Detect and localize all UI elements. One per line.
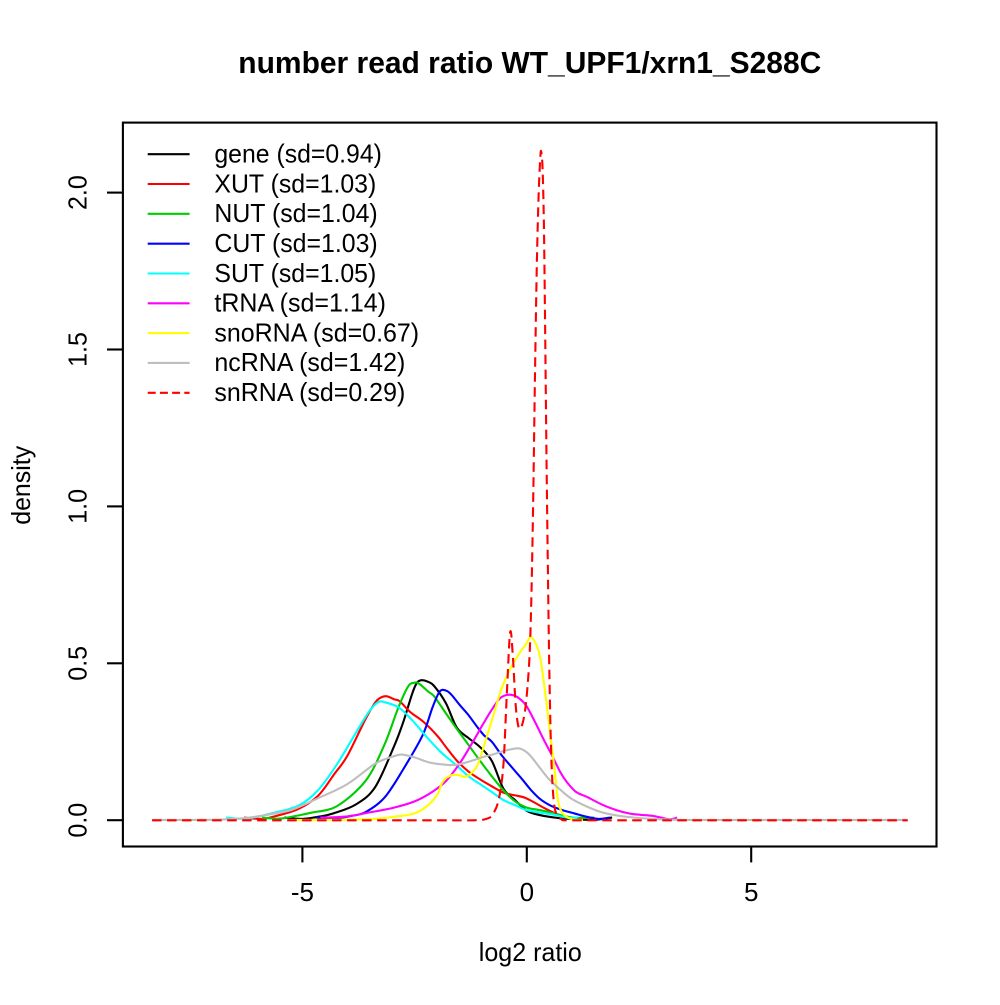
svg-text:snoRNA (sd=0.67): snoRNA (sd=0.67) bbox=[214, 317, 419, 347]
svg-text:0: 0 bbox=[520, 877, 534, 907]
svg-text:0.5: 0.5 bbox=[63, 646, 93, 681]
svg-text:density: density bbox=[6, 446, 36, 525]
svg-text:CUT (sd=1.03): CUT (sd=1.03) bbox=[214, 228, 377, 258]
svg-text:5: 5 bbox=[744, 877, 758, 907]
svg-text:tRNA (sd=1.14): tRNA (sd=1.14) bbox=[214, 288, 386, 318]
svg-text:0.0: 0.0 bbox=[63, 803, 93, 838]
svg-text:XUT (sd=1.03): XUT (sd=1.03) bbox=[214, 168, 376, 198]
svg-text:gene (sd=0.94): gene (sd=0.94) bbox=[214, 139, 382, 169]
svg-text:snRNA (sd=0.29): snRNA (sd=0.29) bbox=[214, 377, 405, 407]
svg-text:-5: -5 bbox=[291, 877, 314, 907]
svg-text:2.0: 2.0 bbox=[63, 175, 93, 210]
svg-text:NUT (sd=1.04): NUT (sd=1.04) bbox=[214, 198, 377, 228]
svg-text:log2 ratio: log2 ratio bbox=[479, 937, 582, 967]
svg-text:SUT (sd=1.05): SUT (sd=1.05) bbox=[214, 258, 376, 288]
svg-text:ncRNA (sd=1.42): ncRNA (sd=1.42) bbox=[214, 347, 405, 377]
svg-text:1.5: 1.5 bbox=[63, 332, 93, 367]
svg-text:number read ratio WT_UPF1/xrn1: number read ratio WT_UPF1/xrn1_S288C bbox=[238, 45, 821, 80]
svg-text:1.0: 1.0 bbox=[63, 489, 93, 524]
